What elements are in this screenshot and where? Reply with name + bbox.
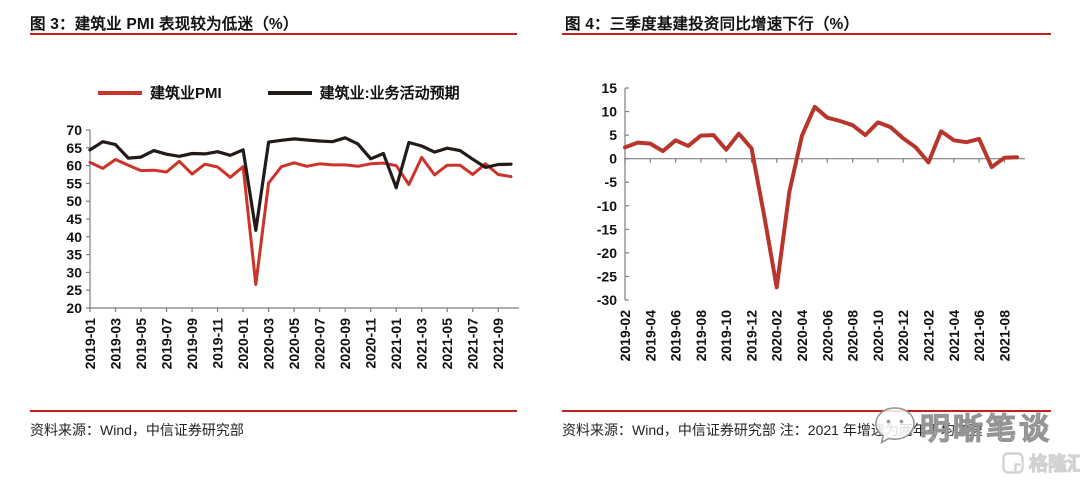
svg-text:70: 70 xyxy=(66,122,82,138)
svg-text:2020-02: 2020-02 xyxy=(769,310,785,362)
pmi-line-swatch xyxy=(98,90,142,95)
svg-text:35: 35 xyxy=(66,247,82,263)
svg-text:2020-04: 2020-04 xyxy=(794,310,810,362)
figure-4-title: 图 4：三季度基建投资同比增速下行（%） xyxy=(565,16,860,33)
svg-text:2021-08: 2021-08 xyxy=(996,310,1012,362)
svg-text:50: 50 xyxy=(66,193,82,209)
svg-text:-30: -30 xyxy=(597,292,617,308)
figure-4-bottom-rule xyxy=(562,410,1051,412)
svg-text:2019-02: 2019-02 xyxy=(617,310,633,362)
svg-text:2019-04: 2019-04 xyxy=(642,310,658,362)
svg-text:2019-10: 2019-10 xyxy=(718,310,734,362)
svg-text:2020-06: 2020-06 xyxy=(819,310,835,362)
svg-text:2019-03: 2019-03 xyxy=(108,318,124,370)
figure-3-title-rule xyxy=(30,33,517,35)
figure-4-title-rule xyxy=(562,33,1051,35)
infrastructure-growth-chart: -30 -25 -20 -15 -10 -5 0 5 10 15 2019-02 2019-04 201… xyxy=(597,80,1025,362)
svg-text:2021-09: 2021-09 xyxy=(490,318,506,370)
svg-text:-5: -5 xyxy=(605,174,618,190)
svg-text:55: 55 xyxy=(66,175,82,191)
svg-text:60: 60 xyxy=(66,158,82,174)
svg-text:2020-09: 2020-09 xyxy=(337,318,353,370)
svg-text:2019-06: 2019-06 xyxy=(668,310,684,362)
svg-text:2020-08: 2020-08 xyxy=(845,310,861,362)
svg-text:5: 5 xyxy=(609,127,617,143)
svg-text:2021-02: 2021-02 xyxy=(921,310,937,362)
svg-text:2020-10: 2020-10 xyxy=(870,310,886,362)
svg-text:-20: -20 xyxy=(597,245,617,261)
svg-text:2019-09: 2019-09 xyxy=(184,318,200,370)
svg-text:2021-01: 2021-01 xyxy=(388,318,404,370)
svg-text:20: 20 xyxy=(66,300,82,316)
svg-text:2020-07: 2020-07 xyxy=(312,318,328,370)
svg-text:0: 0 xyxy=(609,151,617,167)
svg-text:15: 15 xyxy=(601,80,617,96)
svg-text:2021-03: 2021-03 xyxy=(414,318,430,370)
figure-4-source: 资料来源：Wind，中信证券研究部 注：2021 年增速为两年平均增速 xyxy=(562,422,983,438)
legend-item-pmi: 建筑业PMI xyxy=(98,82,222,103)
svg-text:2021-04: 2021-04 xyxy=(946,310,962,362)
svg-text:2019-11: 2019-11 xyxy=(210,318,226,369)
legend-item-expectation: 建筑业:业务活动预期 xyxy=(267,82,460,103)
svg-text:2020-05: 2020-05 xyxy=(286,318,302,370)
figure-3-legend: 建筑业PMI 建筑业:业务活动预期 xyxy=(98,82,460,103)
gelonghui-logo-text: 格隆汇 xyxy=(1028,454,1080,476)
svg-text:65: 65 xyxy=(66,140,82,156)
svg-text:2021-05: 2021-05 xyxy=(439,318,455,370)
svg-text:-10: -10 xyxy=(597,198,617,214)
svg-text:10: 10 xyxy=(601,104,617,120)
svg-text:2019-08: 2019-08 xyxy=(693,310,709,362)
svg-text:2020-12: 2020-12 xyxy=(895,310,911,362)
figure-3-source: 资料来源：Wind，中信证券研究部 xyxy=(30,422,244,438)
expectation-line-swatch xyxy=(267,90,312,95)
svg-text:30: 30 xyxy=(66,264,82,280)
svg-text:45: 45 xyxy=(66,211,82,227)
svg-text:25: 25 xyxy=(66,282,82,298)
svg-text:2019-05: 2019-05 xyxy=(133,318,149,370)
expectation-legend-label: 建筑业:业务活动预期 xyxy=(319,85,460,102)
svg-text:2020-01: 2020-01 xyxy=(235,318,251,370)
svg-text:2021-06: 2021-06 xyxy=(971,310,987,362)
svg-text:40: 40 xyxy=(66,229,82,245)
svg-text:2019-07: 2019-07 xyxy=(159,318,175,370)
svg-text:2020-11: 2020-11 xyxy=(363,318,379,369)
figure-3-bottom-rule xyxy=(30,410,517,412)
svg-text:-15: -15 xyxy=(597,221,617,237)
svg-text:2021-07: 2021-07 xyxy=(465,318,481,370)
g-square-icon xyxy=(1002,451,1024,474)
svg-text:2019-12: 2019-12 xyxy=(744,310,760,362)
svg-text:-25: -25 xyxy=(597,268,617,284)
gelonghui-logo: 格隆汇 xyxy=(1002,449,1080,476)
pmi-legend-label: 建筑业PMI xyxy=(150,85,222,102)
svg-text:2019-01: 2019-01 xyxy=(82,318,98,370)
svg-text:2020-03: 2020-03 xyxy=(261,318,277,370)
figure-3-title: 图 3：建筑业 PMI 表现较为低迷（%） xyxy=(30,16,299,33)
